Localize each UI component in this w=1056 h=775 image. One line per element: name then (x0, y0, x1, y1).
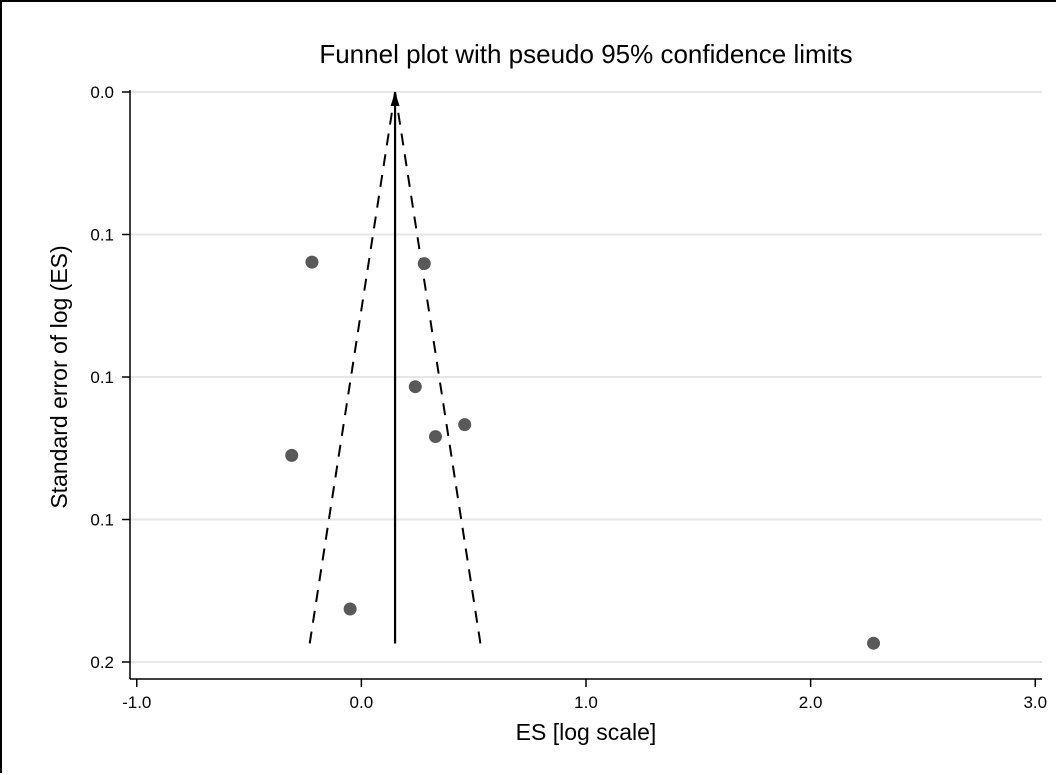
y-axis-title: Standard error of log (ES) (46, 245, 72, 508)
x-tick-label-3: 2.0 (799, 693, 823, 712)
axes: 0.0 0.1 0.1 0.1 0.2 -1.0 0.0 1.0 2.0 3.0 (90, 83, 1047, 712)
data-point-5 (285, 448, 299, 462)
y-tick-label-1: 0.1 (90, 226, 114, 245)
y-tick-label-2: 0.1 (90, 368, 114, 387)
chart-title: Funnel plot with pseudo 95% confidence l… (319, 39, 852, 69)
data-points (285, 255, 881, 650)
data-point-3 (458, 418, 472, 432)
ci-right-limit-line (394, 91, 482, 644)
data-point-2 (408, 380, 422, 394)
x-tick-label-0: -1.0 (122, 693, 151, 712)
x-tick-label-2: 1.0 (574, 693, 598, 712)
funnel-lines (308, 91, 482, 644)
x-tick-label-1: 0.0 (350, 693, 374, 712)
ci-left-limit-line (308, 91, 397, 644)
data-point-0 (305, 255, 319, 269)
data-point-7 (867, 636, 881, 650)
data-point-1 (417, 257, 431, 271)
y-tick-label-4: 0.2 (90, 653, 114, 672)
data-point-4 (428, 430, 442, 444)
data-point-6 (343, 602, 357, 616)
x-tick-label-4: 3.0 (1023, 693, 1047, 712)
gridlines (130, 91, 1042, 663)
x-axis-title: ES [log scale] (516, 719, 657, 745)
y-tick-label-3: 0.1 (90, 511, 114, 530)
pooled-estimate-arrowhead (390, 92, 400, 106)
y-tick-label-0: 0.0 (90, 83, 114, 102)
